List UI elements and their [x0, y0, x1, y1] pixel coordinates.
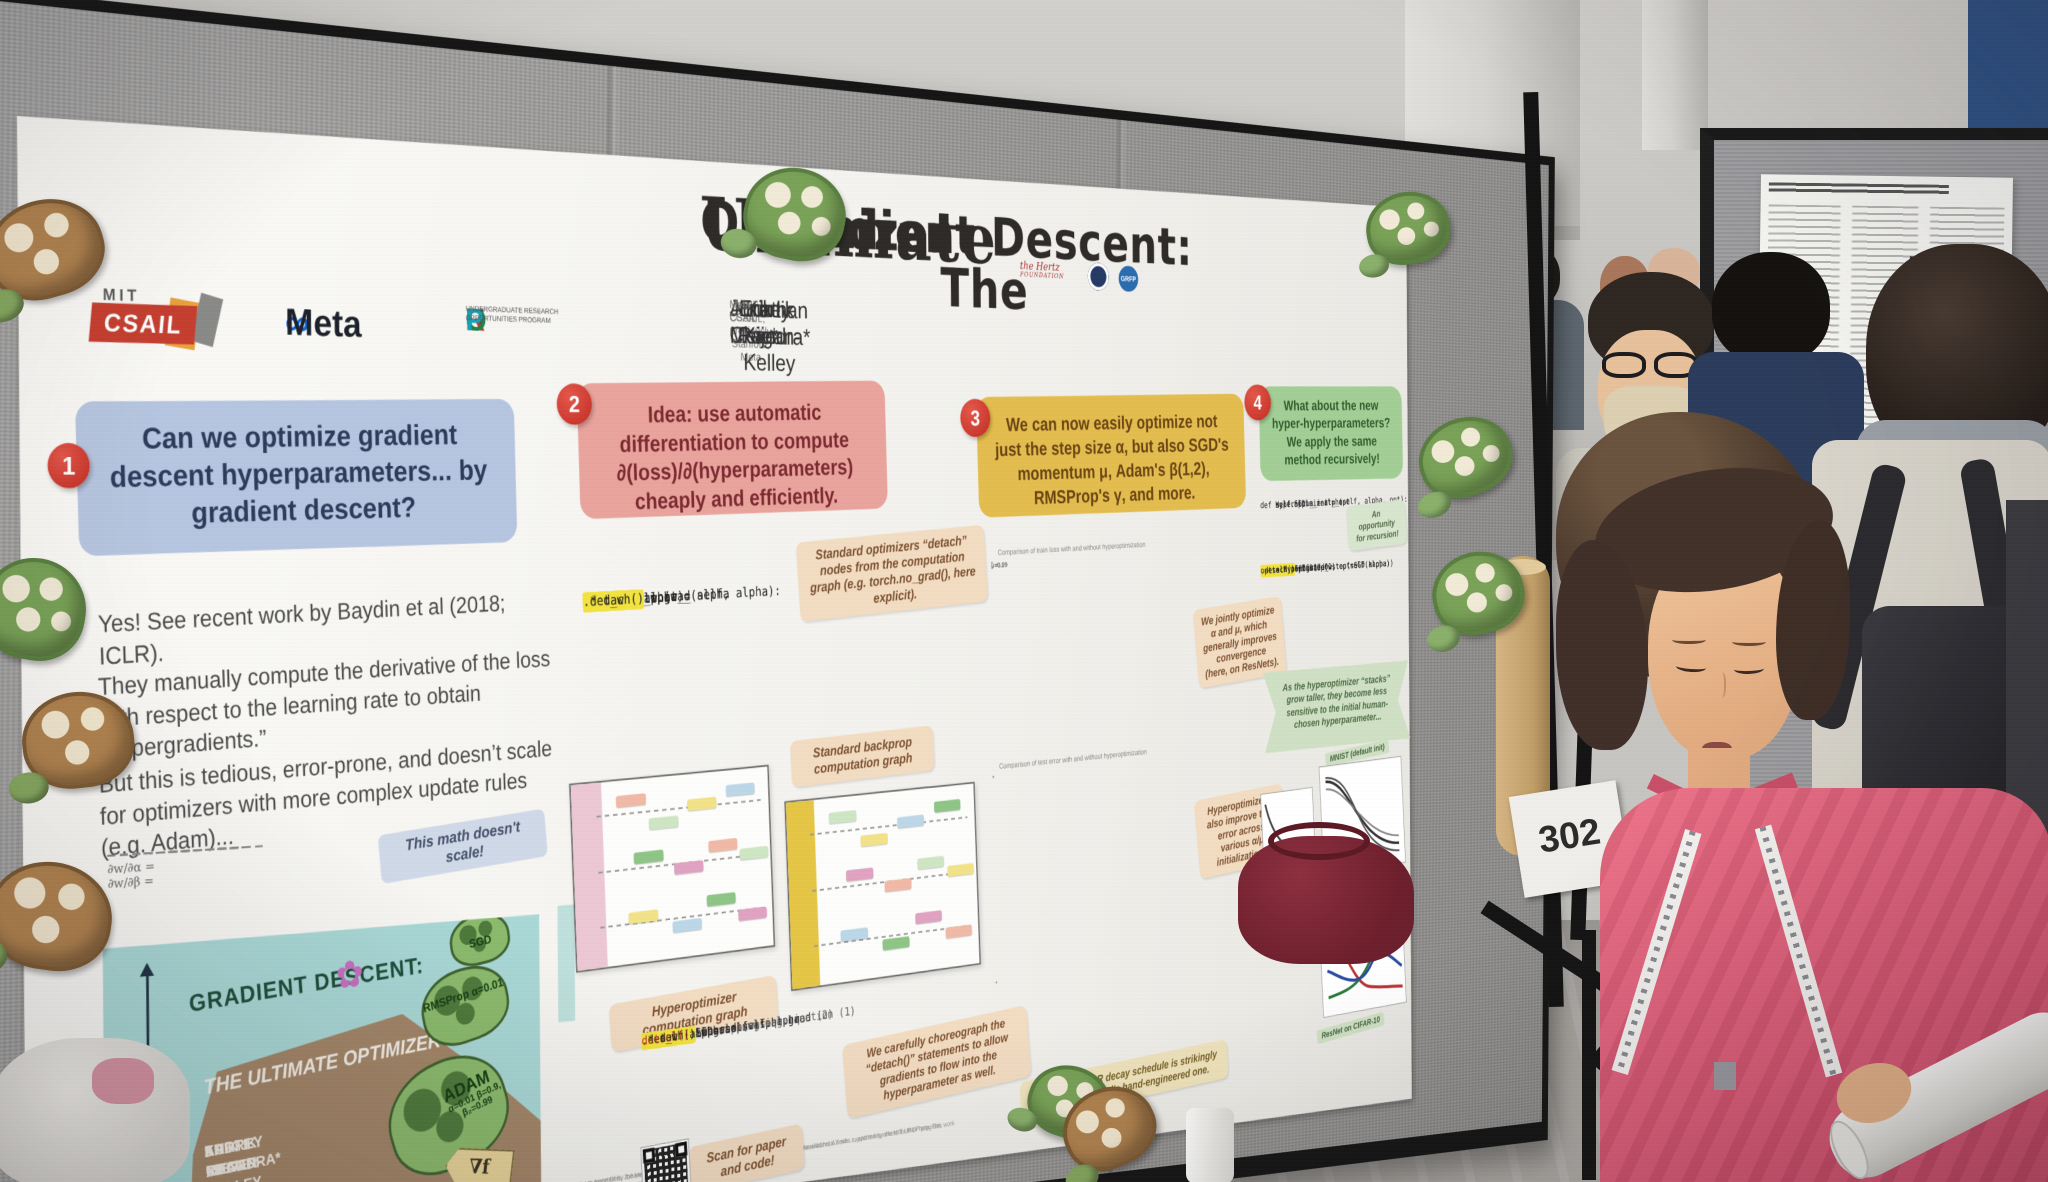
graph-node	[846, 867, 874, 882]
graph-node	[915, 910, 943, 925]
train-loss-plot-grid: μ=0.09 μ=0.9 μ=0.99	[991, 551, 1190, 745]
graph-node	[739, 845, 769, 860]
graph-node	[738, 906, 767, 922]
graph-node	[708, 837, 738, 853]
white-cup	[1186, 1108, 1234, 1182]
mini-plot	[992, 775, 995, 778]
stand-leg	[1582, 930, 1596, 1180]
cartoon-turtle-sgd: SGD	[446, 914, 513, 972]
pink-item	[92, 1058, 154, 1104]
graph-node	[648, 815, 679, 830]
background-poster-title-lines	[1768, 182, 1949, 195]
turtle-plushie	[7, 686, 139, 806]
detach-explain-callout: Standard optimizers “detach” nodes from …	[795, 524, 989, 622]
stacks-ribbon: As the hyperoptimizer “stacks” grow tall…	[1262, 660, 1410, 753]
question-box-1: Can we optimize gradient descent hyperpa…	[74, 399, 518, 557]
graph-node	[633, 849, 664, 865]
nsf-grfp-logo: GRFP	[1118, 265, 1139, 293]
turtle-plushie	[0, 853, 119, 979]
graph-node	[725, 782, 755, 797]
extra-plot-row	[995, 954, 1191, 1052]
soros-seal-icon	[1087, 262, 1109, 291]
graph-node	[917, 855, 945, 870]
ceiling-beam	[1968, 0, 2048, 128]
white-plastic-bag	[0, 1038, 190, 1182]
graph-node	[933, 799, 961, 813]
poster-title: Gradient Descent: The Ultimate Optimizer	[699, 180, 1193, 323]
poster: Gradient Descent: The Ultimate Optimizer…	[16, 115, 1412, 1182]
hertz-foundation-logo: the Hertz FOUNDATION	[1019, 259, 1065, 280]
mini-plot	[995, 981, 998, 984]
flower-icon: ✿	[335, 953, 364, 997]
graph-node	[672, 918, 702, 934]
step-number-4: 4	[1244, 384, 1272, 421]
graph-node	[947, 862, 974, 877]
graph-node	[882, 936, 910, 951]
graph-node	[860, 832, 888, 847]
glasses-icon	[1602, 352, 1646, 378]
graph-node	[897, 814, 925, 828]
red-bag	[1238, 822, 1414, 964]
graph-node	[615, 792, 647, 808]
recursion-callout: An opportunity for recursion!	[1345, 499, 1408, 552]
scan-callout: Scan for paper and code!	[688, 1123, 805, 1182]
graph-node	[687, 796, 717, 812]
turtle-plushie	[717, 158, 855, 270]
presenter-eyebrow	[1732, 638, 1766, 646]
cartoon-heading: GRADIENT DESCENT:	[188, 952, 425, 1018]
mit-csail-logo: MIT CSAIL	[88, 285, 224, 351]
presenter-nose	[1716, 672, 1726, 698]
recursion-box-4: What about the new hyper-hyperparameters…	[1258, 386, 1404, 482]
fellowship-logos: the Hertz FOUNDATION GRFP	[1020, 257, 1180, 303]
turtle-plushie	[1356, 185, 1456, 281]
step-number-2: 2	[556, 383, 593, 425]
qr-code	[640, 1138, 692, 1182]
diagram-margin	[557, 904, 576, 1023]
mini-plot	[991, 561, 993, 564]
plot-column-header: μ=0.99	[991, 561, 1008, 570]
graph-node	[884, 877, 912, 892]
result-box-3: We can now easily optimize not just the …	[975, 393, 1247, 518]
idea-box-2: Idea: use automatic differentiation to c…	[576, 380, 888, 520]
backprop-computation-graph	[569, 764, 776, 973]
graph-node	[828, 810, 857, 825]
graph-node	[674, 859, 704, 875]
test-error-plot-grid	[992, 756, 1192, 966]
step-number-3: 3	[960, 398, 991, 438]
graph-node	[706, 892, 736, 908]
concrete-pillar	[1642, 0, 1708, 150]
presenter-hair-side	[1776, 520, 1850, 720]
graph-node	[945, 924, 973, 939]
lanyard-clip	[1714, 1062, 1736, 1090]
presenter-eyebrow	[1672, 636, 1706, 644]
hyperoptimizer-computation-graph	[784, 781, 981, 992]
backprop-graph-callout: Standard backprop computation graph	[789, 725, 935, 788]
step-number-1: 1	[47, 442, 90, 489]
